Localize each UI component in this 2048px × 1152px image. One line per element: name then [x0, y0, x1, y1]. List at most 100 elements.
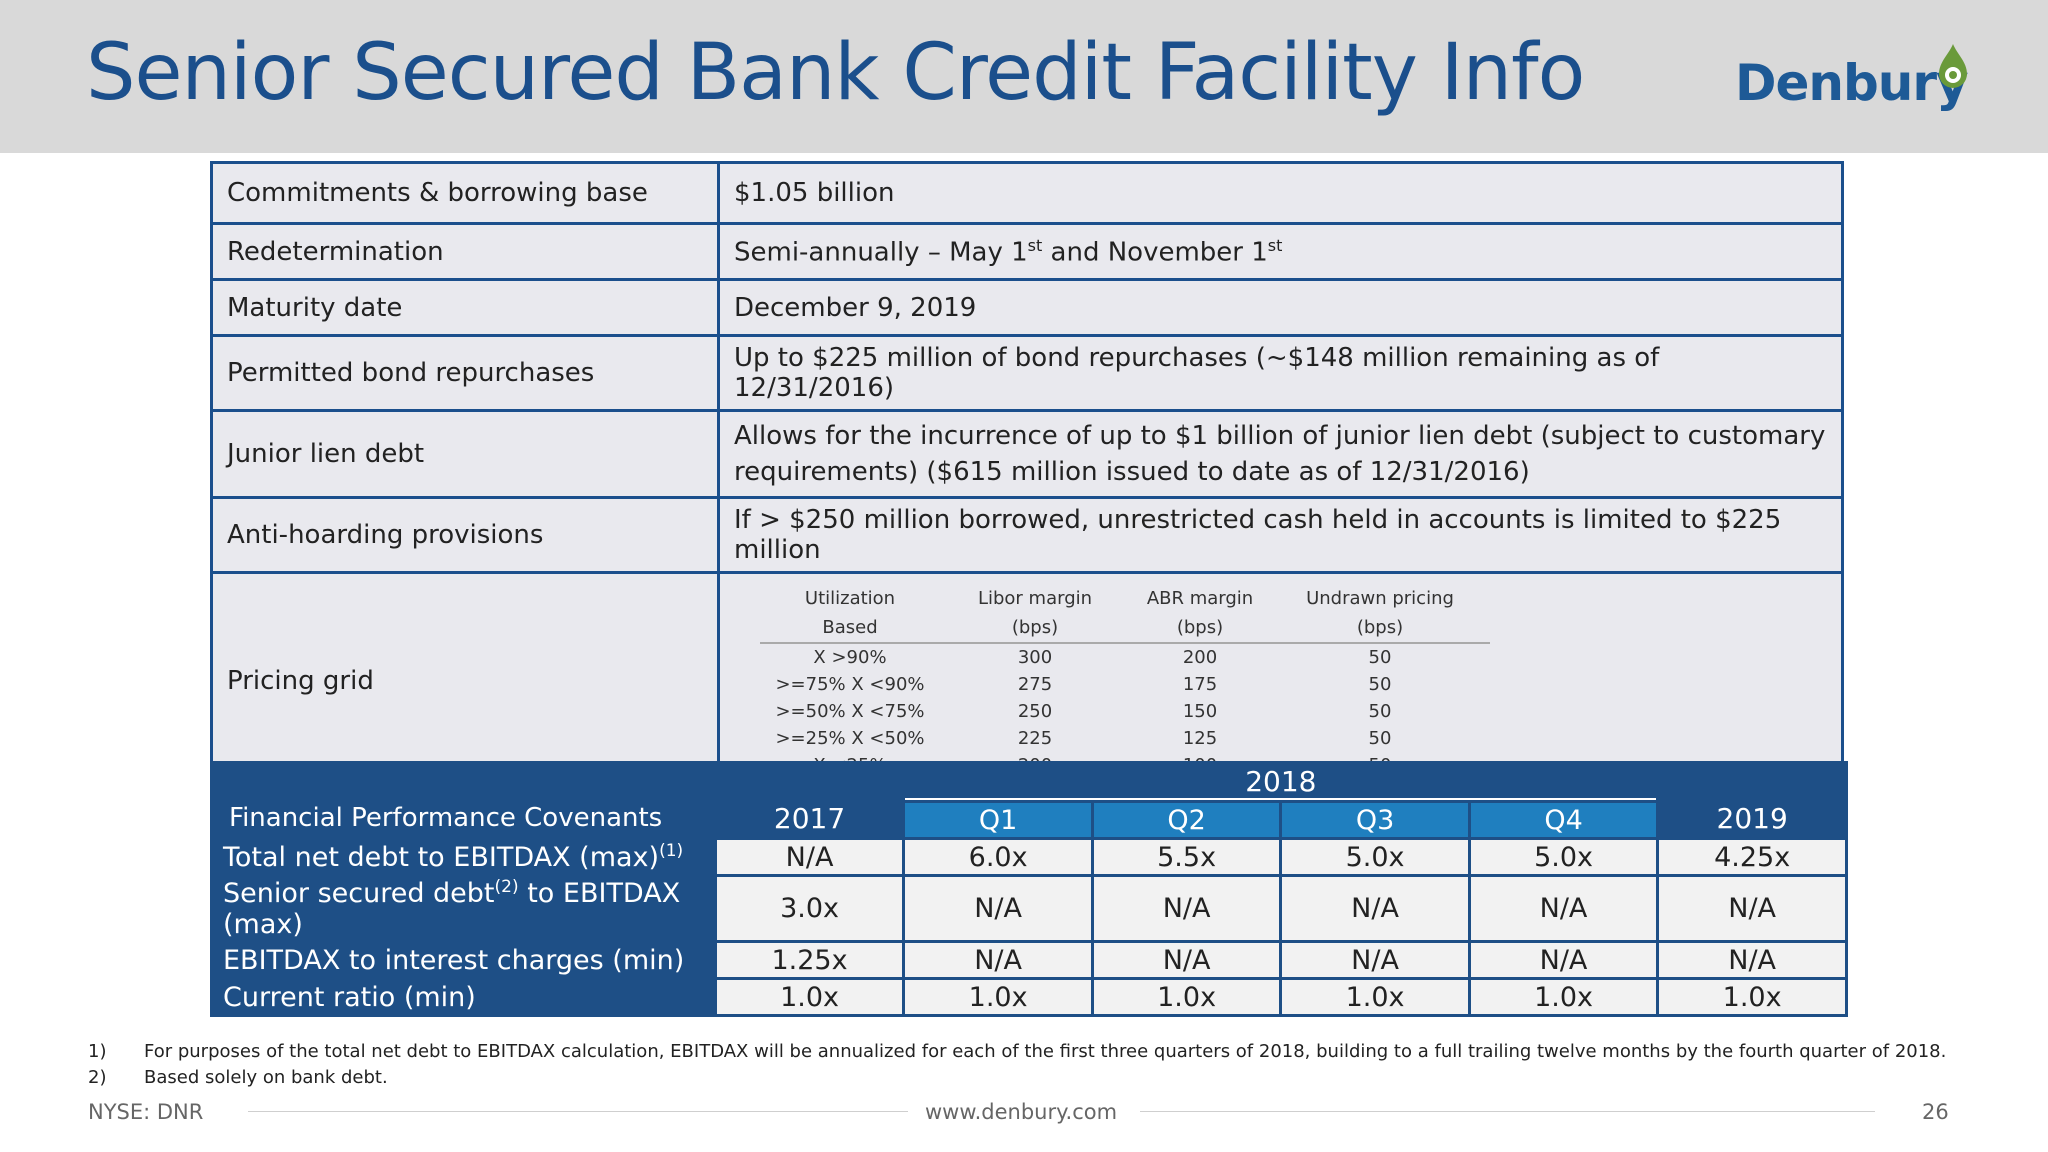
pricing-header-row: Based (bps) (bps) (bps) [760, 613, 1490, 644]
info-value: $1.05 billion [717, 161, 1844, 225]
pricing-cell: 50 [1368, 728, 1392, 749]
page-title: Senior Secured Bank Credit Facility Info [86, 28, 1585, 118]
pricing-header: ABR margin [1146, 588, 1254, 609]
info-value: Up to $225 million of bond repurchases (… [717, 334, 1844, 412]
quarter-header: Q2 [1093, 803, 1280, 837]
covenant-value: N/A [1659, 943, 1845, 977]
pricing-cell: 50 [1368, 701, 1392, 722]
footnote: 2) Based solely on bank debt. [88, 1065, 1946, 1091]
pricing-header: Libor margin [977, 588, 1093, 609]
covenant-value: N/A [905, 877, 1091, 940]
info-key: Junior lien debt [210, 409, 720, 499]
covenant-value: 5.5x [1093, 840, 1280, 874]
info-row: Pricing grid Utilization Libor margin AB… [210, 571, 1844, 791]
footer-ticker: NYSE: DNR [88, 1100, 204, 1124]
redet-sup-2: st [1267, 235, 1283, 255]
info-key: Maturity date [210, 278, 720, 337]
covenant-label-footnote: (1) [659, 841, 684, 861]
pricing-row: X >90% 300 200 50 [760, 643, 1490, 671]
header-band: Senior Secured Bank Credit Facility Info… [0, 0, 2048, 153]
pricing-cell: 175 [1182, 674, 1218, 695]
pricing-cell: 50 [1368, 647, 1392, 668]
covenant-value: 3.0x [716, 877, 903, 940]
footer-divider [248, 1111, 908, 1112]
pricing-row: >=50% X <75% 250 150 50 [760, 698, 1490, 725]
covenant-label-text: Senior secured debt [223, 878, 495, 909]
covenant-row: Current ratio (min) 1.0x 1.0x 1.0x 1.0x … [213, 980, 1845, 1014]
info-key: Permitted bond repurchases [210, 334, 720, 412]
covenant-value: 1.0x [1659, 980, 1845, 1014]
footer: NYSE: DNR www.denbury.com 26 [0, 1098, 2048, 1128]
covenant-value: 1.0x [1470, 980, 1657, 1014]
pricing-header: (bps) [940, 613, 1130, 644]
pricing-row: >=75% X <90% 275 175 50 [760, 671, 1490, 698]
info-value: Semi-annually – May 1st and November 1st [717, 222, 1844, 281]
covenant-value: N/A [905, 943, 1091, 977]
covenant-value: 1.25x [716, 943, 903, 977]
covenant-value: 5.0x [1470, 840, 1657, 874]
page-number: 26 [1922, 1100, 1949, 1124]
covenant-label-footnote: (2) [494, 877, 519, 897]
redet-sup-1: st [1027, 235, 1043, 255]
footnote-number: 1) [88, 1041, 107, 1062]
footer-divider [1140, 1111, 1875, 1112]
drop-icon [1939, 44, 1967, 88]
info-row: Maturity date December 9, 2019 [210, 278, 1844, 337]
info-value: If > $250 million borrowed, unrestricted… [717, 496, 1844, 574]
covenants-header-row: Financial Performance Covenants 2017 201… [213, 764, 1845, 837]
covenant-value: 6.0x [905, 840, 1091, 874]
covenants-quarter-row: Q1 Q2 Q3 Q4 [213, 803, 1845, 837]
pricing-cell: >=50% X <75% [775, 701, 925, 722]
pricing-header: Based [760, 613, 940, 644]
pricing-header: (bps) [1130, 613, 1270, 644]
info-value: Allows for the incurrence of up to $1 bi… [717, 409, 1844, 499]
footnote-text: Based solely on bank debt. [144, 1067, 388, 1088]
pricing-cell: 250 [1017, 701, 1053, 722]
year-2019-header: 2019 [1659, 764, 1845, 837]
footnote-number: 2) [88, 1067, 107, 1088]
info-value: December 9, 2019 [717, 278, 1844, 337]
covenant-label: Total net debt to EBITDAX (max)(1) [213, 840, 714, 874]
covenant-value: 1.0x [905, 980, 1091, 1014]
covenant-value: N/A [1093, 943, 1280, 977]
pricing-grid-table: Utilization Libor margin ABR margin Undr… [760, 584, 1490, 779]
covenant-value: 5.0x [1282, 840, 1468, 874]
covenant-value: N/A [716, 840, 903, 874]
quarter-header: Q3 [1282, 803, 1468, 837]
covenant-row: Total net debt to EBITDAX (max)(1) N/A 6… [213, 840, 1845, 874]
footnote: 1) For purposes of the total net debt to … [88, 1039, 1946, 1065]
covenant-value: N/A [1659, 877, 1845, 940]
covenant-label: Senior secured debt(2) to EBITDAX (max) [213, 877, 714, 940]
covenant-value: 1.0x [716, 980, 903, 1014]
pricing-cell: X >90% [813, 647, 887, 668]
logo-wordmark: Denbury [1735, 54, 1969, 112]
pricing-cell: 225 [1017, 728, 1053, 749]
covenant-label-text-2: to EBITDAX (max) [223, 878, 681, 940]
info-key: Pricing grid [210, 571, 720, 791]
covenant-label-text: Total net debt to EBITDAX (max) [223, 842, 660, 873]
pricing-cell: >=75% X <90% [775, 674, 925, 695]
junior-lien-line-2: requirements) ($615 million issued to da… [734, 457, 1530, 487]
quarter-header: Q1 [905, 803, 1091, 837]
info-row: Permitted bond repurchases Up to $225 mi… [210, 334, 1844, 412]
info-key: Anti-hoarding provisions [210, 496, 720, 574]
pricing-cell: 125 [1182, 728, 1218, 749]
pricing-cell: 150 [1182, 701, 1218, 722]
pricing-cell: 50 [1368, 674, 1392, 695]
covenant-value: N/A [1470, 877, 1657, 940]
info-row: Anti-hoarding provisions If > $250 milli… [210, 496, 1844, 574]
year-2017-header: 2017 [716, 764, 903, 837]
redet-text-2: and November 1 [1042, 237, 1268, 268]
info-row: Redetermination Semi-annually – May 1st … [210, 222, 1844, 281]
junior-lien-line-1: Allows for the incurrence of up to $1 bi… [734, 421, 1826, 451]
covenant-value: 1.0x [1282, 980, 1468, 1014]
pricing-cell: 300 [1017, 647, 1053, 668]
info-row: Commitments & borrowing base $1.05 billi… [210, 161, 1844, 225]
covenant-row: EBITDAX to interest charges (min) 1.25x … [213, 943, 1845, 977]
footnote-text: For purposes of the total net debt to EB… [144, 1041, 1947, 1062]
footer-url[interactable]: www.denbury.com [925, 1100, 1118, 1124]
pricing-cell: 275 [1017, 674, 1053, 695]
pricing-row: >=25% X <50% 225 125 50 [760, 725, 1490, 752]
redet-text-1: Semi-annually – May 1 [734, 237, 1028, 268]
pricing-header-row: Utilization Libor margin ABR margin Undr… [760, 584, 1490, 613]
